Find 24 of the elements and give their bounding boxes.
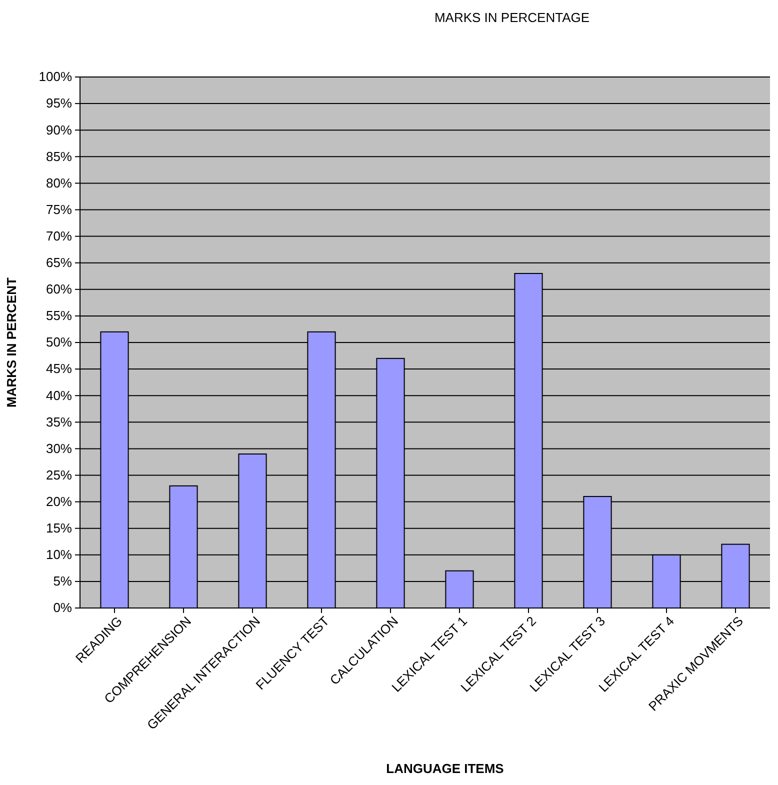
y-tick-label: 40% bbox=[46, 388, 72, 403]
y-tick-label: 50% bbox=[46, 334, 72, 350]
y-tick-label: 5% bbox=[53, 574, 72, 589]
y-tick-label: 70% bbox=[46, 228, 72, 244]
y-tick-label: 65% bbox=[46, 255, 72, 270]
y-tick-label: 45% bbox=[46, 361, 72, 376]
y-tick-label: 20% bbox=[46, 494, 72, 509]
chart-title: MARKS IN PERCENTAGE bbox=[434, 10, 590, 25]
y-tick-label: 25% bbox=[46, 467, 72, 482]
y-tick-label: 85% bbox=[46, 148, 72, 164]
y-tick-label: 95% bbox=[46, 96, 72, 111]
y-tick-label: 55% bbox=[46, 308, 72, 324]
y-tick-label: 30% bbox=[46, 440, 72, 456]
y-tick-label: 35% bbox=[46, 414, 72, 430]
y-axis-title: MARKS IN PERCENT bbox=[4, 277, 19, 408]
y-tick-label: 75% bbox=[46, 202, 72, 217]
y-tick-label: 0% bbox=[53, 600, 72, 616]
y-tick-label: 90% bbox=[46, 122, 72, 138]
y-tick-label: 60% bbox=[46, 282, 72, 297]
x-axis-title: LANGUAGE ITEMS bbox=[386, 761, 504, 776]
y-tick-label: 10% bbox=[46, 547, 72, 562]
y-tick-label: 15% bbox=[46, 520, 72, 536]
y-tick-label: 100% bbox=[38, 69, 72, 84]
y-tick-label: 80% bbox=[46, 175, 72, 190]
